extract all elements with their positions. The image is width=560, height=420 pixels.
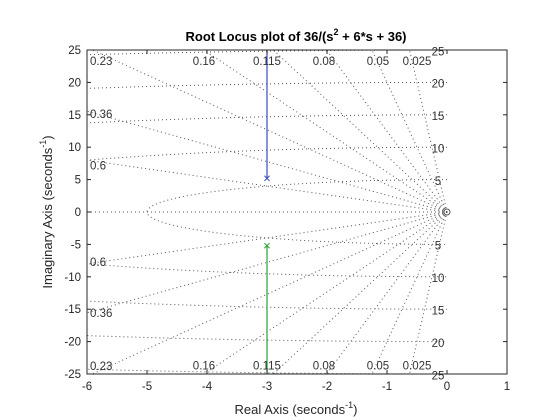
- chart-title: Root Locus plot of 36/(s2 + 6*s + 36): [185, 27, 406, 44]
- pole-marker: [264, 175, 270, 182]
- sgrid: [87, 50, 448, 374]
- grid-damping-label: 0.36: [90, 308, 112, 320]
- grid-damping-label: 0.36: [90, 109, 112, 121]
- grid-damping-label: 0.025: [403, 361, 432, 373]
- grid-frequency-label: 10: [432, 143, 445, 155]
- x-tick-label: -2: [322, 381, 332, 393]
- grid-frequency-label: 5: [435, 176, 441, 188]
- grid-damping-label: 0.025: [403, 56, 432, 68]
- x-tick-label: -5: [142, 381, 152, 393]
- y-axis-label: Imaginary Axis (seconds-1): [38, 135, 55, 288]
- grid-damping-label: 0.08: [313, 361, 335, 373]
- y-tick-label: 15: [68, 110, 81, 122]
- y-tick-label: -10: [64, 272, 81, 284]
- grid-frequency-arc: [87, 146, 448, 278]
- y-tick-label: -5: [71, 239, 81, 251]
- y-tick-label: -15: [64, 304, 81, 316]
- origin-marker: [443, 208, 451, 216]
- grid-damping-label: 0.08: [313, 56, 335, 68]
- grid-damping-label: 0.115: [253, 361, 281, 373]
- axes-box: [86, 49, 508, 375]
- x-tick-label: -4: [202, 381, 213, 393]
- grid-frequency-arc: [146, 179, 447, 245]
- y-tick-label: 25: [68, 45, 81, 57]
- grid-damping-label: 0.23: [90, 56, 112, 68]
- y-tick-label: -25: [64, 369, 81, 381]
- y-tick-label: 0: [75, 207, 81, 219]
- grid-damping-label: 0.6: [90, 160, 106, 172]
- grid-damping-label: 0.16: [193, 361, 215, 373]
- grid-labels: 0.16 0.16 0.115 0.115 0.08 0.08 0.05 0.05 0.025 0…: [90, 46, 444, 382]
- grid-damping-label: 0.16: [193, 56, 215, 68]
- grid-frequency-label: 25: [432, 46, 445, 58]
- grid-damping-label: 0.05: [367, 56, 389, 68]
- y-tick-label: 10: [68, 142, 81, 154]
- grid-frequency-label: 15: [432, 111, 445, 123]
- x-axis-label: Real Axis (seconds-1): [235, 400, 358, 417]
- grid-damping-label: 0.115: [253, 56, 281, 68]
- pole-marker-stroke: [264, 242, 270, 249]
- grid-frequency-label: 15: [432, 305, 445, 317]
- grid-damping-label: 0.23: [90, 361, 112, 373]
- pole-marker: [264, 242, 270, 249]
- y-tick-label: -20: [64, 337, 81, 349]
- x-tick-label: 1: [504, 381, 510, 393]
- grid-damping-ray: [325, 211, 448, 374]
- y-tick-label: 5: [75, 175, 81, 187]
- x-tick-label: -6: [82, 381, 92, 393]
- x-tick-label: -1: [382, 381, 392, 393]
- grid-damping-label: 0.6: [90, 257, 106, 269]
- grid-damping-label: 0.05: [367, 361, 389, 373]
- x-tick-label: 0: [444, 381, 450, 393]
- grid-damping-ray: [87, 211, 448, 314]
- grid-frequency-label: 10: [432, 273, 445, 285]
- grid-frequency-label: 20: [432, 79, 445, 91]
- locus-branches: [264, 50, 451, 374]
- y-tick-label: 20: [68, 77, 81, 89]
- plot-area: [87, 50, 507, 374]
- x-tick-label: -3: [262, 381, 272, 393]
- grid-frequency-label: 20: [432, 338, 445, 350]
- grid-frequency-label: 25: [432, 370, 445, 382]
- grid-frequency-label: 5: [435, 241, 441, 253]
- pole-marker-stroke: [264, 175, 270, 182]
